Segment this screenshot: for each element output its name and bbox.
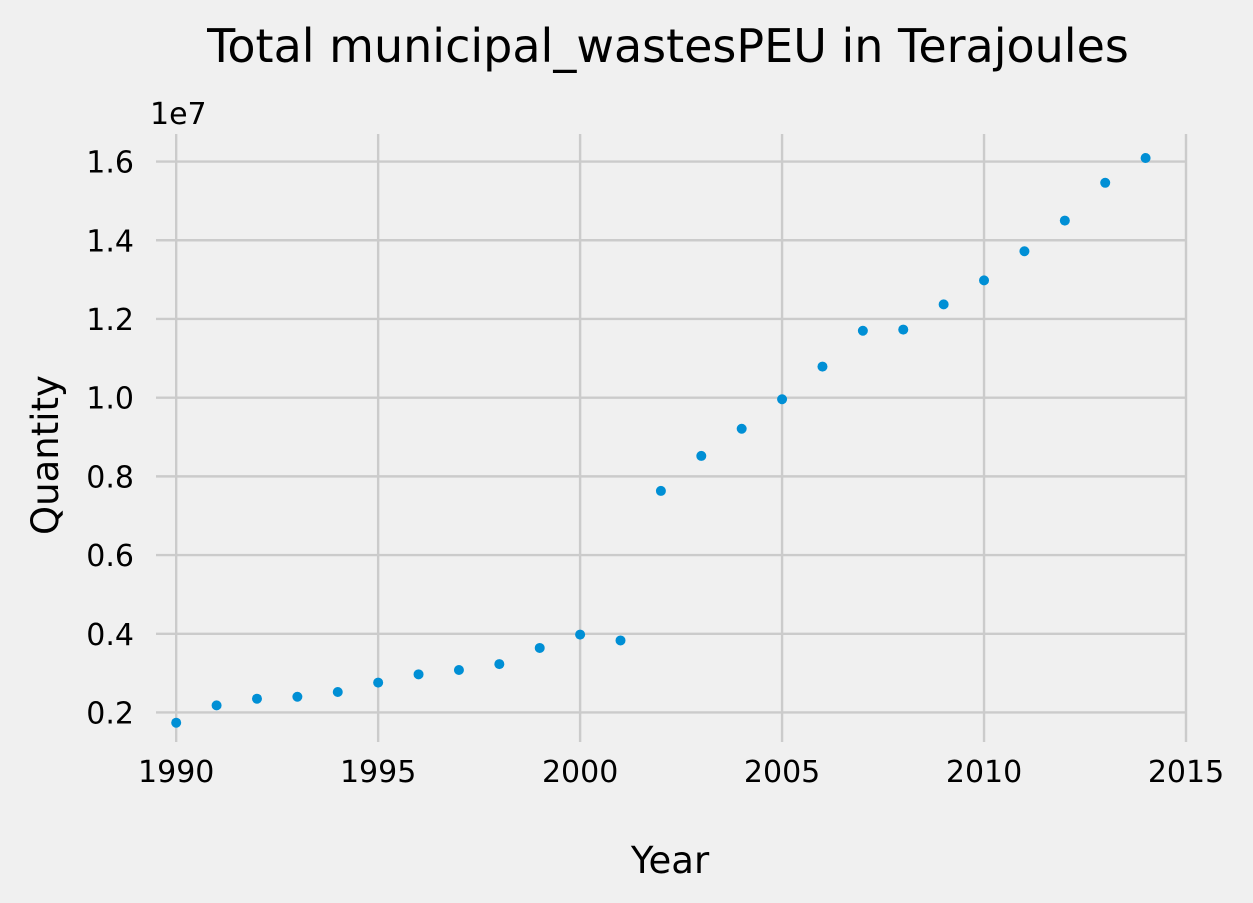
y-tick-label-5: 1.2 xyxy=(86,303,134,338)
data-point-2011 xyxy=(1019,246,1030,257)
data-point-2003 xyxy=(696,450,707,461)
chart-title: Total municipal_wastesPEU in Terajoules xyxy=(206,19,1129,73)
data-point-1997 xyxy=(453,664,464,675)
y-offset-label: 1e7 xyxy=(150,97,207,132)
x-tick-label-1990: 1990 xyxy=(138,755,214,790)
y-tick-label-0: 0.2 xyxy=(86,696,134,731)
data-point-1990 xyxy=(171,717,182,728)
data-point-1999 xyxy=(534,642,545,653)
data-point-1991 xyxy=(211,700,222,711)
data-point-2008 xyxy=(898,324,909,335)
data-point-2004 xyxy=(736,423,747,434)
data-point-2009 xyxy=(938,299,949,310)
data-point-1993 xyxy=(292,691,303,702)
data-point-2012 xyxy=(1059,215,1070,226)
data-point-2013 xyxy=(1100,177,1111,188)
data-point-2002 xyxy=(655,485,666,496)
data-point-2014 xyxy=(1140,153,1151,164)
x-tick-label-2000: 2000 xyxy=(542,755,618,790)
y-tick-label-4: 1.0 xyxy=(86,382,134,417)
x-tick-label-2005: 2005 xyxy=(744,755,820,790)
data-point-1992 xyxy=(251,693,262,704)
data-points xyxy=(171,153,1151,728)
data-point-2005 xyxy=(777,394,788,405)
data-point-1998 xyxy=(494,659,505,670)
data-point-2007 xyxy=(857,325,868,336)
tick-labels: 1990 1995 2000 2005 2010 2015 0.2 0.4 0.6 0.8 1.0 1… xyxy=(86,146,1224,790)
y-tick-label-7: 1.6 xyxy=(86,146,134,181)
x-tick-label-2010: 2010 xyxy=(946,755,1022,790)
x-axis-label: Year xyxy=(630,839,710,882)
y-tick-label-6: 1.4 xyxy=(86,224,134,259)
data-point-2001 xyxy=(615,635,626,646)
y-tick-label-1: 0.4 xyxy=(86,618,134,653)
y-tick-label-3: 0.8 xyxy=(86,460,134,495)
data-point-2006 xyxy=(817,361,828,372)
data-point-1994 xyxy=(332,687,343,698)
y-axis-label: Quantity xyxy=(24,375,67,535)
data-point-2010 xyxy=(979,275,990,286)
data-point-1996 xyxy=(413,669,424,680)
data-point-2000 xyxy=(575,629,586,640)
x-tick-label-2015: 2015 xyxy=(1148,755,1224,790)
y-tick-label-2: 0.6 xyxy=(86,539,134,574)
grid-lines xyxy=(156,134,1188,742)
data-point-1995 xyxy=(373,677,384,688)
x-tick-label-1995: 1995 xyxy=(340,755,416,790)
